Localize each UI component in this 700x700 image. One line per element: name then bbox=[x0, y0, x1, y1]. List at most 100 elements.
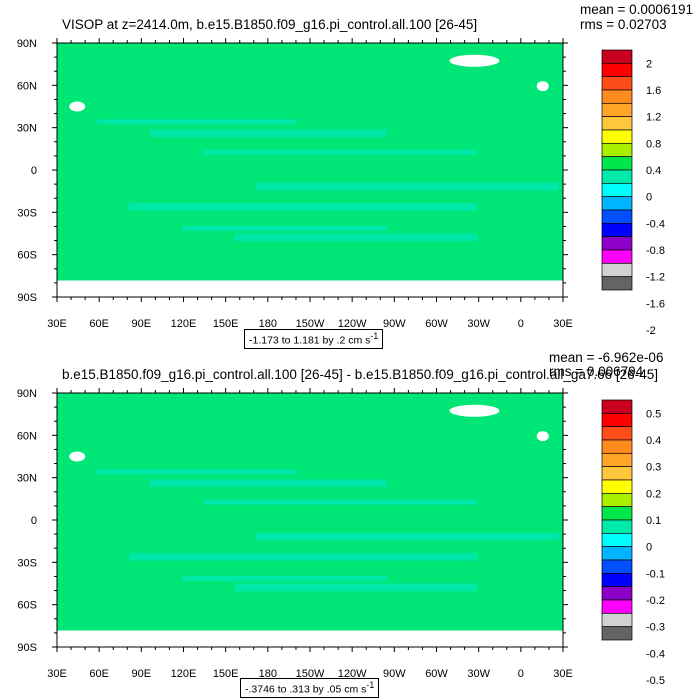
rms-stat: rms = 0.006794 bbox=[549, 364, 644, 379]
map-panel-1: b.e15.B1850.f09_g16.pi_control.all.100 [… bbox=[0, 350, 700, 700]
x-tick-label: 150E bbox=[213, 668, 239, 680]
chart-title: VISOP at z=2414.0m, b.e15.B1850.f09_g16.… bbox=[62, 17, 478, 32]
y-tick-label: 90S bbox=[17, 292, 37, 304]
colorbar-label: 0 bbox=[646, 542, 652, 554]
y-tick-label: 30N bbox=[17, 123, 37, 135]
colorbar-box bbox=[601, 76, 633, 91]
field-anomaly bbox=[203, 149, 477, 155]
colorbar-box bbox=[601, 129, 633, 144]
field-fill bbox=[57, 43, 563, 297]
chart-title: b.e15.B1850.f09_g16.pi_control.all.100 [… bbox=[62, 367, 658, 382]
field-anomaly bbox=[182, 575, 387, 581]
y-tick-label: 90S bbox=[17, 642, 37, 654]
field-anomaly bbox=[256, 532, 559, 541]
colorbar-label: 0.2 bbox=[646, 488, 661, 500]
colorbar-box bbox=[601, 506, 633, 521]
x-tick-label: 90E bbox=[132, 318, 152, 330]
y-tick-label: 90N bbox=[17, 388, 37, 400]
mean-stat: mean = -6.962e-06 bbox=[549, 350, 664, 365]
y-tick-label: 60S bbox=[17, 250, 37, 262]
contour-info-text: -.3746 to .313 by .05 cm s bbox=[245, 683, 367, 696]
colorbar-box bbox=[601, 262, 633, 278]
field-anomaly bbox=[256, 182, 559, 191]
x-tick-label: 180 bbox=[259, 668, 277, 680]
y-tick-label: 30N bbox=[17, 473, 37, 485]
colorbar-label: -0.8 bbox=[646, 245, 665, 257]
x-tick-label: 60W bbox=[425, 668, 448, 680]
colorbar-label: -0.4 bbox=[646, 218, 665, 230]
colorbar-box bbox=[601, 426, 633, 441]
colorbar-box bbox=[601, 559, 633, 574]
colorbar-box bbox=[601, 492, 633, 508]
y-tick-label: 0 bbox=[31, 515, 37, 527]
colorbar-box bbox=[601, 452, 633, 468]
contour-info-exponent: -1 bbox=[366, 680, 375, 690]
colorbar-label: 1.2 bbox=[646, 112, 661, 124]
x-tick-label: 120E bbox=[171, 668, 197, 680]
contour-info-label: -.3746 to .313 by .05 cm s-1 bbox=[240, 678, 380, 699]
x-tick-label: 30E bbox=[553, 668, 573, 680]
field-anomaly bbox=[150, 129, 387, 137]
x-tick-label: 150E bbox=[213, 318, 239, 330]
colorbar-box bbox=[601, 209, 633, 224]
colorbar-box bbox=[601, 399, 633, 414]
colorbar-label: 0.1 bbox=[646, 515, 661, 527]
greenland-mask bbox=[449, 54, 500, 67]
inland-sea-mask bbox=[536, 81, 549, 92]
x-tick-label: 180 bbox=[259, 318, 277, 330]
x-tick-label: 60E bbox=[89, 668, 109, 680]
colorbar-box bbox=[601, 156, 633, 171]
colorbar-label: 2 bbox=[646, 58, 652, 70]
mean-stat: mean = 0.0006191 bbox=[580, 2, 693, 17]
inland-sea-mask bbox=[69, 451, 86, 462]
x-tick-label: 90W bbox=[383, 318, 406, 330]
colorbar-box bbox=[601, 412, 633, 428]
colorbar-box bbox=[601, 116, 633, 131]
colorbar-box bbox=[601, 276, 633, 291]
colorbar-label: 0.4 bbox=[646, 435, 661, 447]
y-tick-label: 30S bbox=[17, 557, 37, 569]
colorbar-box bbox=[601, 546, 633, 561]
greenland-mask bbox=[449, 404, 500, 417]
field-anomaly bbox=[182, 225, 387, 231]
x-tick-label: 30W bbox=[467, 318, 490, 330]
colorbar-label: -0.4 bbox=[646, 648, 665, 660]
colorbar-box bbox=[601, 102, 633, 118]
y-tick-label: 30S bbox=[17, 207, 37, 219]
colorbar-label: 1.6 bbox=[646, 85, 661, 97]
x-tick-label: 120W bbox=[338, 318, 367, 330]
x-tick-label: 120E bbox=[171, 318, 197, 330]
x-tick-label: 60W bbox=[425, 318, 448, 330]
colorbar-box bbox=[601, 572, 633, 588]
colorbar-box bbox=[601, 196, 633, 211]
x-tick-label: 30E bbox=[553, 318, 573, 330]
colorbar-label: -2 bbox=[646, 325, 656, 337]
x-tick-label: 150W bbox=[296, 318, 325, 330]
colorbar-label: -0.3 bbox=[646, 622, 665, 634]
field-anomaly bbox=[203, 499, 477, 505]
colorbar-box bbox=[601, 479, 633, 494]
colorbar-box bbox=[601, 49, 633, 64]
x-tick-label: 0 bbox=[518, 318, 524, 330]
contour-info-text: -1.173 to 1.181 by .2 cm s bbox=[249, 334, 371, 347]
colorbar-box bbox=[601, 586, 633, 601]
colorbar-label: 0.3 bbox=[646, 462, 661, 474]
colorbar-box bbox=[601, 439, 633, 454]
colorbar-label: -1.2 bbox=[646, 272, 665, 284]
field-anomaly bbox=[129, 203, 477, 211]
field-anomaly bbox=[129, 553, 477, 561]
colorbar-box bbox=[601, 626, 633, 641]
y-tick-label: 60S bbox=[17, 600, 37, 612]
x-tick-label: 60E bbox=[89, 318, 109, 330]
map-panel-0: VISOP at z=2414.0m, b.e15.B1850.f09_g16.… bbox=[17, 2, 693, 350]
colorbar-box bbox=[601, 62, 633, 78]
colorbar-box bbox=[601, 612, 633, 628]
y-tick-label: 60N bbox=[17, 80, 37, 92]
inland-sea-mask bbox=[536, 431, 549, 442]
colorbar-box bbox=[601, 599, 633, 614]
x-tick-label: 90E bbox=[132, 668, 152, 680]
field-anomaly bbox=[97, 119, 297, 125]
colorbar-label: 0.5 bbox=[646, 408, 661, 420]
colorbar-label: -0.1 bbox=[646, 568, 665, 580]
colorbar-box bbox=[601, 466, 633, 481]
